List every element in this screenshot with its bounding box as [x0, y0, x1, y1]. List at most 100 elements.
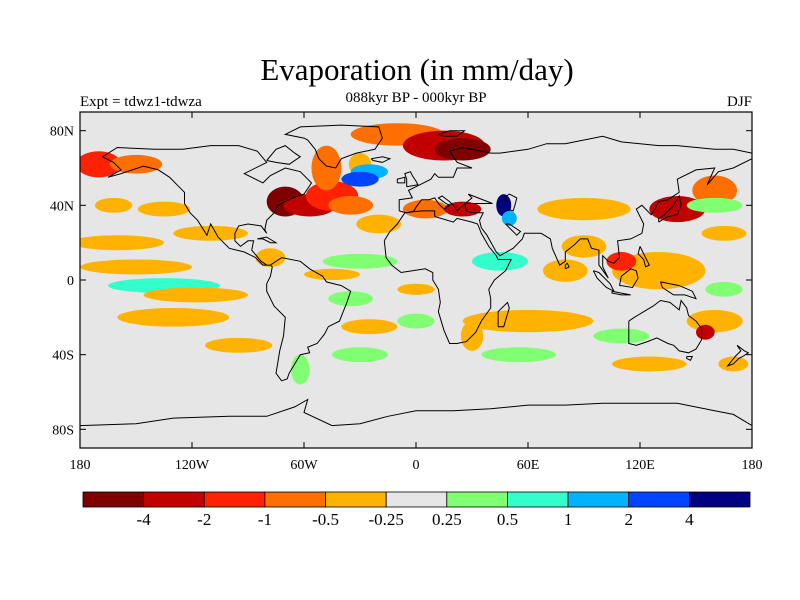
- colorbar-label-7: 1: [564, 510, 573, 529]
- anomaly-region-6: [80, 259, 192, 275]
- colorbar-label-9: 4: [685, 510, 694, 529]
- anomaly-region-47: [686, 197, 743, 213]
- coastline-britain: [404, 171, 419, 188]
- coastline-iceland: [370, 156, 392, 163]
- anomaly-region-37: [462, 309, 594, 333]
- colorbar-box-4: [325, 491, 387, 508]
- coastline-south-america: [266, 257, 352, 382]
- experiment-label: Expt = tdwz1-tdwza: [80, 94, 202, 110]
- colorbar-box-2: [203, 491, 266, 508]
- colorbar-label-6: 0.5: [497, 510, 518, 529]
- anomaly-region-53: [612, 356, 687, 372]
- y-tick-label-2: 0: [67, 274, 74, 289]
- x-tick-label-5: 120E: [625, 458, 655, 473]
- x-tick-label-4: 60E: [517, 458, 540, 473]
- anomaly-region-16: [311, 145, 342, 191]
- colorbar-box-10: [688, 491, 751, 508]
- coastline-cuba: [257, 236, 278, 244]
- colorbar-box-1: [143, 491, 205, 508]
- colorbar-label-5: 0.25: [432, 510, 462, 529]
- anomaly-region-0: [80, 151, 122, 178]
- anomaly-region-30: [402, 199, 448, 219]
- coastline-madagascar: [497, 301, 510, 328]
- anomaly-region-50: [696, 324, 715, 340]
- anomaly-region-48: [701, 225, 747, 241]
- colorbar-label-4: -0.25: [368, 510, 403, 529]
- coastline-philippines: [637, 246, 650, 268]
- coastline-tasmania: [686, 356, 694, 361]
- anomaly-region-10: [205, 337, 273, 353]
- colorbar-box-7: [507, 491, 569, 508]
- coastline-japan: [658, 194, 682, 223]
- coastline-africa: [383, 210, 513, 344]
- coastline-arabian-gulf: [505, 223, 522, 236]
- coastline-sri-lanka: [564, 262, 570, 270]
- anomaly-region-24: [341, 319, 398, 335]
- anomaly-region-26: [290, 354, 310, 385]
- axis-ticks: 180 120W 60W 0 60E 120E 180 80N 40N 0 40S 80S: [50, 112, 763, 473]
- colorbar-box-6: [446, 491, 508, 508]
- coastline-new-guinea: [660, 281, 697, 300]
- y-tick-label-1: 40N: [50, 199, 74, 214]
- anomaly-region-51: [705, 281, 743, 297]
- colorbar-label-1: -2: [197, 510, 211, 529]
- coastlines: [80, 124, 752, 427]
- anomaly-region-19: [341, 171, 379, 187]
- colorbar-box-5: [385, 491, 448, 508]
- anomaly-region-9: [117, 308, 230, 327]
- coastline-new-zealand: [726, 344, 750, 367]
- colorbar-box-3: [264, 491, 326, 508]
- season-label: DJF: [726, 94, 752, 110]
- colorbar-box-0: [82, 491, 145, 508]
- colorbar: -4 -2 -1 -0.5 -0.25 0.25 0.5 1 2 4: [82, 491, 751, 529]
- anomaly-region-25: [332, 347, 388, 363]
- colorbar-box-8: [567, 491, 630, 508]
- anomaly-region-33: [501, 210, 517, 226]
- y-tick-label-0: 80N: [50, 125, 74, 140]
- coastline-baffin: [266, 145, 302, 165]
- anomaly-region-41: [561, 235, 607, 258]
- anomaly-region-23: [328, 291, 374, 307]
- anomaly-region-8: [143, 287, 248, 303]
- coastline-ireland: [396, 176, 406, 184]
- anomaly-region-40: [542, 259, 588, 282]
- anomaly-region-36: [472, 252, 528, 271]
- anomaly-region-21: [322, 253, 398, 269]
- x-tick-label-3: 0: [413, 458, 420, 473]
- chart-subtitle: 088kyr BP - 000kyr BP: [345, 90, 487, 106]
- coastline-eurasia: [398, 135, 752, 279]
- anomaly-region-1: [109, 154, 163, 174]
- anomaly-region-35: [397, 313, 435, 329]
- anomaly-region-3: [137, 201, 191, 217]
- anomaly-region-20: [356, 214, 402, 234]
- anomaly-region-44: [606, 252, 637, 271]
- coastline-greenland: [283, 124, 383, 169]
- x-tick-label-1: 120W: [175, 458, 210, 473]
- colorbar-label-8: 2: [624, 510, 633, 529]
- anomaly-region-29: [434, 138, 491, 161]
- anomaly-region-39: [481, 347, 556, 363]
- y-tick-label-4: 80S: [52, 423, 74, 438]
- coastline-antarctica: [80, 398, 752, 427]
- anomaly-region-46: [692, 175, 738, 206]
- anomaly-region-22: [304, 268, 360, 280]
- coastline-australia: [628, 299, 703, 354]
- anomaly-region-2: [94, 197, 133, 213]
- colorbar-label-2: -1: [258, 510, 272, 529]
- anomaly-region-34: [397, 283, 435, 295]
- anomaly-region-52: [593, 328, 650, 344]
- coastline-svalbard: [438, 130, 466, 137]
- anomaly-region-4: [80, 235, 164, 251]
- coastline-north-america: [102, 145, 313, 266]
- colorbar-box-9: [628, 491, 690, 508]
- y-tick-label-3: 40S: [52, 349, 74, 364]
- coastline-caspian: [503, 193, 518, 212]
- anomaly-region-5: [173, 225, 248, 241]
- coastline-borneo: [619, 268, 639, 289]
- anomaly-region-32: [496, 194, 512, 217]
- anomaly-region-15: [328, 196, 374, 215]
- x-tick-label-6: 180: [742, 458, 763, 473]
- colorbar-label-3: -0.5: [312, 510, 339, 529]
- colorbar-label-0: -4: [137, 510, 152, 529]
